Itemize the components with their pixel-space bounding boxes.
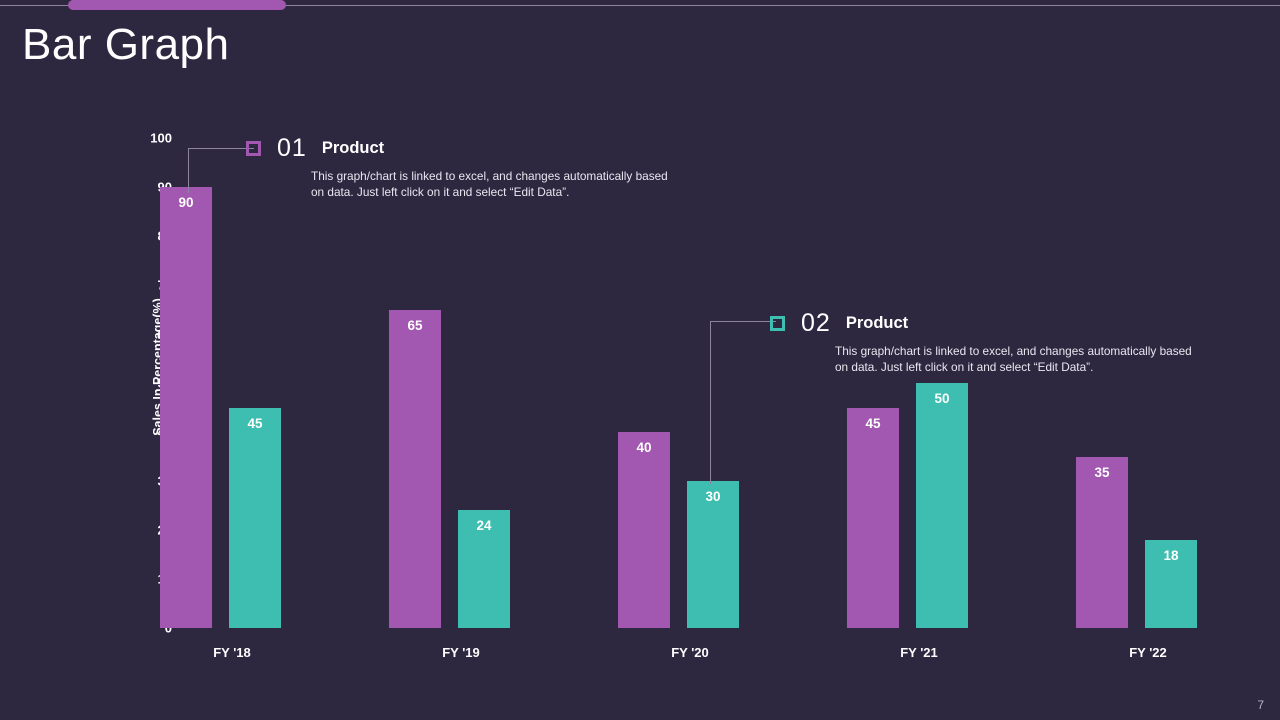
callout-01[interactable]: 01 Product This graph/chart is linked to… [246,134,683,200]
bar-value-label: 45 [247,415,263,431]
bar[interactable]: 35 [1076,456,1128,628]
bar-group-bars: 65 24 [369,138,553,628]
y-axis-tick-label: 100 [150,130,172,146]
bar-group: 65 24 FY '19 [369,138,553,660]
callout-02-name: Product [845,314,909,332]
callout-02-number: 02 [801,309,831,337]
bar-value-label: 30 [705,489,721,504]
bar[interactable]: 18 [1145,539,1197,628]
top-accent-bar [68,0,286,10]
bar-group-bars: 90 45 [140,138,324,628]
bar-value-label: 18 [1163,547,1179,563]
bar-chart: Sales In Percentage(%) 10090807060504030… [140,131,1220,660]
page-title: Bar Graph [22,20,230,69]
bar-value-label: 50 [934,391,950,406]
y-axis-tick-label: 0 [164,620,172,636]
bar-value-label: 24 [476,518,492,534]
callout-01-number: 01 [277,134,307,162]
bar-group-bars: 40 30 [598,138,782,628]
square-marker-icon [246,140,261,156]
bar[interactable]: 65 [389,309,441,628]
bar[interactable]: 45 [847,407,899,628]
bar-group-bars: 45 50 [827,138,1011,628]
bar[interactable]: 90 [160,187,212,628]
bar-group: 90 45 FY '18 [140,138,324,660]
page-number: 7 [1257,698,1264,712]
x-axis-tick-label: FY '22 [1129,645,1167,660]
callout-02[interactable]: 02 Product This graph/chart is linked to… [770,309,1203,375]
x-axis-tick-label: FY '21 [900,645,938,660]
top-divider-line [0,5,1280,6]
square-marker-icon [770,315,785,331]
callout-02-description: This graph/chart is linked to excel, and… [835,344,1192,374]
bar-value-label: 45 [865,415,881,431]
callout-01-description: This graph/chart is linked to excel, and… [311,169,668,199]
bar[interactable]: 40 [618,432,670,628]
bar-value-label: 90 [178,195,194,210]
x-axis-tick-label: FY '19 [442,645,480,660]
bar-group: 35 18 FY '22 [1056,138,1240,660]
bar[interactable]: 30 [687,481,739,628]
x-axis-tick-label: FY '20 [671,645,709,660]
leader-line-01 [140,138,324,628]
callout-01-header: 01 Product [246,134,683,162]
bar-group-bars: 35 18 [1056,138,1240,628]
bar-value-label: 35 [1094,464,1110,480]
bar[interactable]: 45 [229,407,281,628]
bar[interactable]: 24 [458,510,510,628]
callout-01-name: Product [321,139,385,157]
leader-line-02 [140,138,1220,628]
bar-group: 45 50 FY '21 [827,138,1011,660]
bar-group: 40 30 FY '20 [598,138,782,660]
callout-02-header: 02 Product [770,309,1203,337]
x-axis-tick-label: FY '18 [213,645,251,660]
bar-value-label: 40 [636,440,652,455]
bar-value-label: 65 [407,317,423,333]
bar[interactable]: 50 [916,383,968,628]
